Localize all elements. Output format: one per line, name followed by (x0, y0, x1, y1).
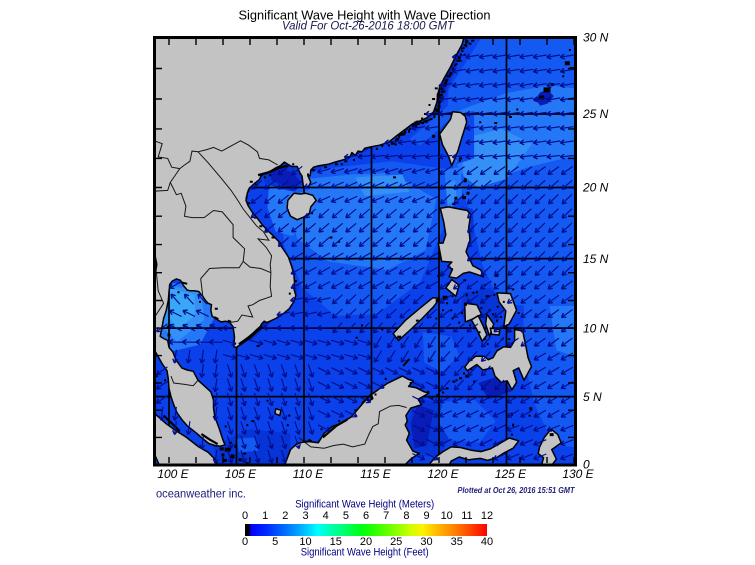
svg-text:Plotted at Oct 26, 2016 15:51: Plotted at Oct 26, 2016 15:51 GMT (458, 485, 576, 495)
svg-text:9: 9 (423, 510, 429, 522)
svg-text:Significant Wave Height (Feet): Significant Wave Height (Feet) (301, 547, 429, 559)
svg-text:30: 30 (420, 536, 432, 548)
svg-text:20: 20 (360, 536, 372, 548)
svg-text:120 E: 120 E (427, 467, 459, 481)
svg-text:10: 10 (441, 510, 453, 522)
svg-text:10 N: 10 N (583, 321, 609, 335)
svg-text:25: 25 (390, 536, 402, 548)
svg-text:125 E: 125 E (495, 467, 527, 481)
svg-text:35: 35 (451, 536, 463, 548)
svg-text:5: 5 (272, 536, 278, 548)
svg-text:110 E: 110 E (293, 467, 324, 481)
svg-text:7: 7 (383, 510, 389, 522)
svg-text:20 N: 20 N (582, 181, 609, 195)
svg-text:6: 6 (363, 510, 369, 522)
svg-text:0: 0 (583, 458, 590, 472)
svg-text:0: 0 (242, 510, 248, 522)
svg-text:Significant Wave Height (Meter: Significant Wave Height (Meters) (295, 499, 434, 511)
svg-text:Significant Wave Height with W: Significant Wave Height with Wave Direct… (239, 9, 491, 23)
svg-text:5: 5 (343, 510, 349, 522)
svg-text:10: 10 (299, 536, 311, 548)
svg-text:12: 12 (481, 510, 493, 522)
svg-text:105 E: 105 E (225, 467, 257, 481)
svg-text:15 N: 15 N (583, 252, 609, 266)
svg-text:15: 15 (330, 536, 342, 548)
svg-text:0: 0 (242, 536, 248, 548)
svg-text:40: 40 (481, 536, 493, 548)
svg-text:Valid For Oct-26-2016 18:00 GM: Valid For Oct-26-2016 18:00 GMT (282, 20, 455, 33)
svg-text:3: 3 (302, 510, 308, 522)
svg-text:5 N: 5 N (583, 390, 602, 404)
svg-text:30 N: 30 N (583, 31, 609, 45)
svg-text:oceanweather inc.: oceanweather inc. (156, 487, 246, 501)
svg-text:100 E: 100 E (157, 467, 189, 481)
svg-text:8: 8 (403, 510, 409, 522)
svg-text:2: 2 (282, 510, 288, 522)
svg-text:4: 4 (323, 510, 329, 522)
svg-text:115 E: 115 E (360, 467, 391, 481)
svg-text:11: 11 (461, 510, 472, 522)
svg-text:1: 1 (262, 510, 268, 522)
svg-text:25 N: 25 N (582, 107, 609, 121)
svg-text:130 E: 130 E (562, 467, 594, 481)
